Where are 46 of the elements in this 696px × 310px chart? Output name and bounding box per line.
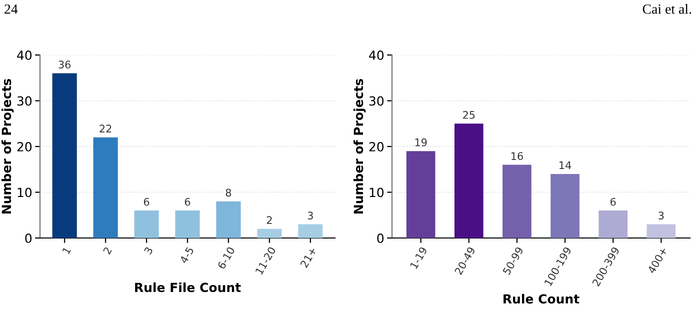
y-tick-label: 40 (369, 50, 384, 60)
y-tick-label: 30 (17, 96, 32, 106)
x-axis-title: Rule File Count (135, 282, 241, 292)
bar (550, 174, 580, 238)
y-tick-label: 30 (369, 96, 384, 106)
bar (93, 137, 118, 238)
y-tick-label: 0 (25, 233, 32, 243)
bar (257, 228, 282, 238)
data-label: 8 (226, 188, 232, 197)
x-axis-title: Rule Count (504, 294, 580, 304)
data-label: 25 (463, 110, 475, 119)
text: Cai et al. (642, 4, 692, 14)
y-tick-label: 0 (377, 233, 384, 243)
y-tick-label: 10 (370, 188, 384, 198)
bar (406, 151, 436, 238)
bar (502, 164, 532, 238)
bar (216, 201, 241, 238)
data-label: 22 (100, 124, 112, 132)
y-tick-label: 10 (18, 188, 32, 198)
bar (598, 210, 628, 238)
bar (646, 224, 676, 238)
bar (454, 124, 484, 238)
y-tick-label: 40 (17, 50, 32, 60)
bar (52, 73, 77, 238)
x-tick-label: 4-5 (180, 246, 194, 264)
text: 24 (4, 4, 18, 14)
data-label: 3 (308, 212, 313, 220)
bar (134, 210, 159, 238)
data-label: 6 (184, 198, 190, 206)
y-tick-label: 20 (17, 142, 32, 152)
data-label: 36 (58, 60, 71, 69)
data-label: 6 (610, 198, 616, 206)
data-label: 2 (266, 216, 272, 224)
y-axis-title: Number of Projects (353, 78, 366, 214)
data-label: 14 (560, 161, 572, 170)
data-label: 19 (415, 138, 427, 146)
x-tick-label: 1 (62, 246, 71, 254)
x-tick-label: 2 (102, 246, 112, 255)
bar (175, 210, 200, 238)
x-tick-label: 3 (144, 246, 154, 255)
data-label: 16 (511, 152, 523, 160)
data-label: 6 (144, 198, 150, 206)
data-label: 3 (658, 212, 664, 220)
y-tick-label: 20 (369, 142, 384, 152)
bar (298, 224, 323, 238)
y-axis-title: Number of Projects (1, 78, 14, 214)
